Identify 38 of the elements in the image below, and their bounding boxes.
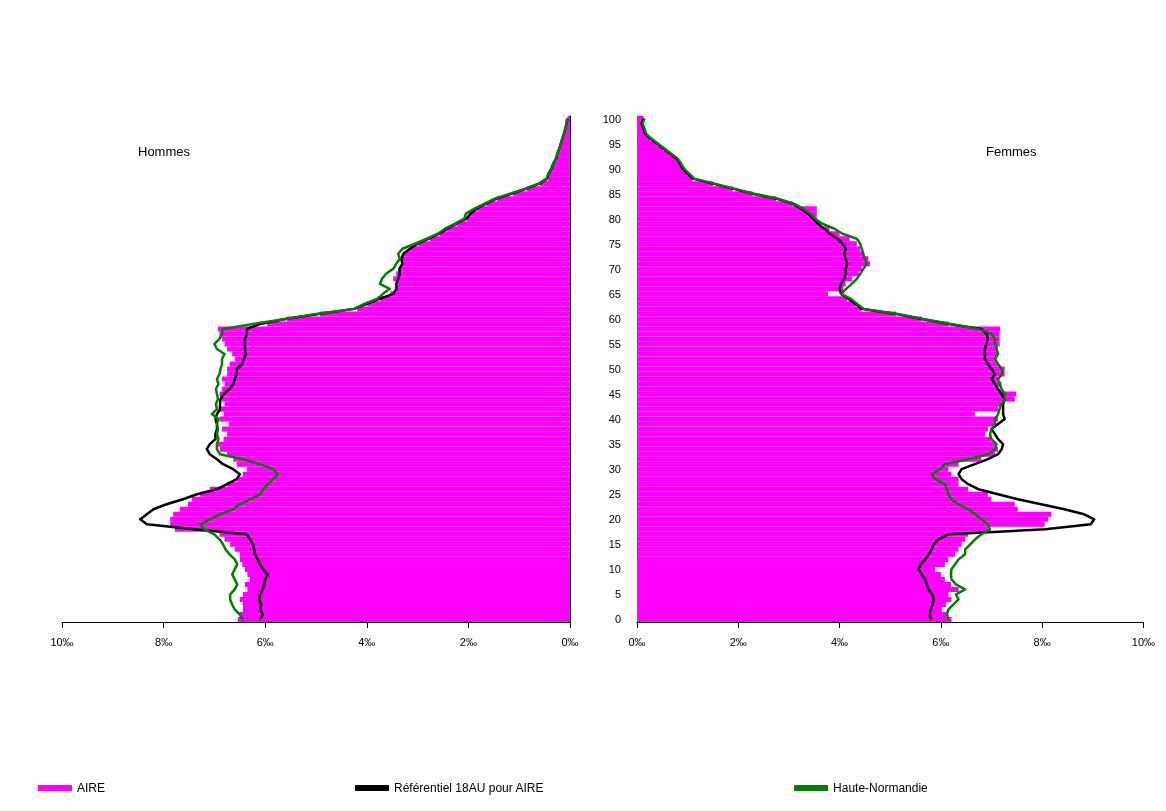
y-tick-label: 55 — [608, 337, 621, 350]
y-tick-label: 10 — [608, 563, 621, 576]
x-tick-label: 4‰ — [830, 635, 849, 648]
x-tick-label: 2‰ — [729, 635, 747, 648]
x-tick-label: 4‰ — [358, 635, 376, 648]
x-tick-label: 0‰ — [561, 635, 579, 648]
y-tick-label: 95 — [608, 137, 621, 150]
x-tick-label: 6‰ — [932, 635, 950, 648]
y-tick-label: 75 — [608, 237, 621, 250]
y-tick-label: 70 — [608, 262, 621, 275]
y-tick-label: 65 — [608, 287, 621, 300]
text: Hommes — [138, 144, 191, 159]
y-tick-label: 90 — [608, 162, 621, 175]
y-tick-label: 60 — [608, 312, 621, 325]
y-tick-label: 15 — [608, 538, 621, 551]
y-tick-label: 0 — [614, 613, 621, 626]
legend-label: AIRE — [77, 781, 106, 795]
x-tick-label: 10‰ — [50, 635, 74, 648]
y-tick-label: 40 — [608, 413, 621, 426]
y-tick-label: 25 — [608, 488, 621, 501]
legend-label: Haute-Normandie — [833, 781, 929, 795]
text: Femmes — [986, 144, 1038, 159]
y-tick-label: 80 — [608, 212, 621, 225]
y-tick-label: 5 — [614, 588, 621, 601]
y-tick-label: 50 — [608, 363, 621, 375]
x-tick-label: 8‰ — [1033, 635, 1051, 648]
x-tick-label: 0‰ — [628, 635, 646, 648]
y-tick-label: 30 — [608, 463, 621, 476]
y-tick-label: 85 — [608, 187, 621, 200]
x-tick-label: 2‰ — [459, 635, 477, 648]
x-tick-label: 6‰ — [256, 635, 274, 648]
y-tick-label: 100 — [602, 112, 621, 125]
y-tick-label: 35 — [608, 438, 621, 451]
x-tick-label: 8‰ — [155, 635, 173, 648]
y-tick-label: 45 — [608, 388, 621, 401]
y-tick-label: 20 — [608, 513, 621, 526]
x-tick-label: 10‰ — [1131, 635, 1156, 648]
legend-label: Référentiel 18AU pour AIRE — [394, 781, 544, 795]
